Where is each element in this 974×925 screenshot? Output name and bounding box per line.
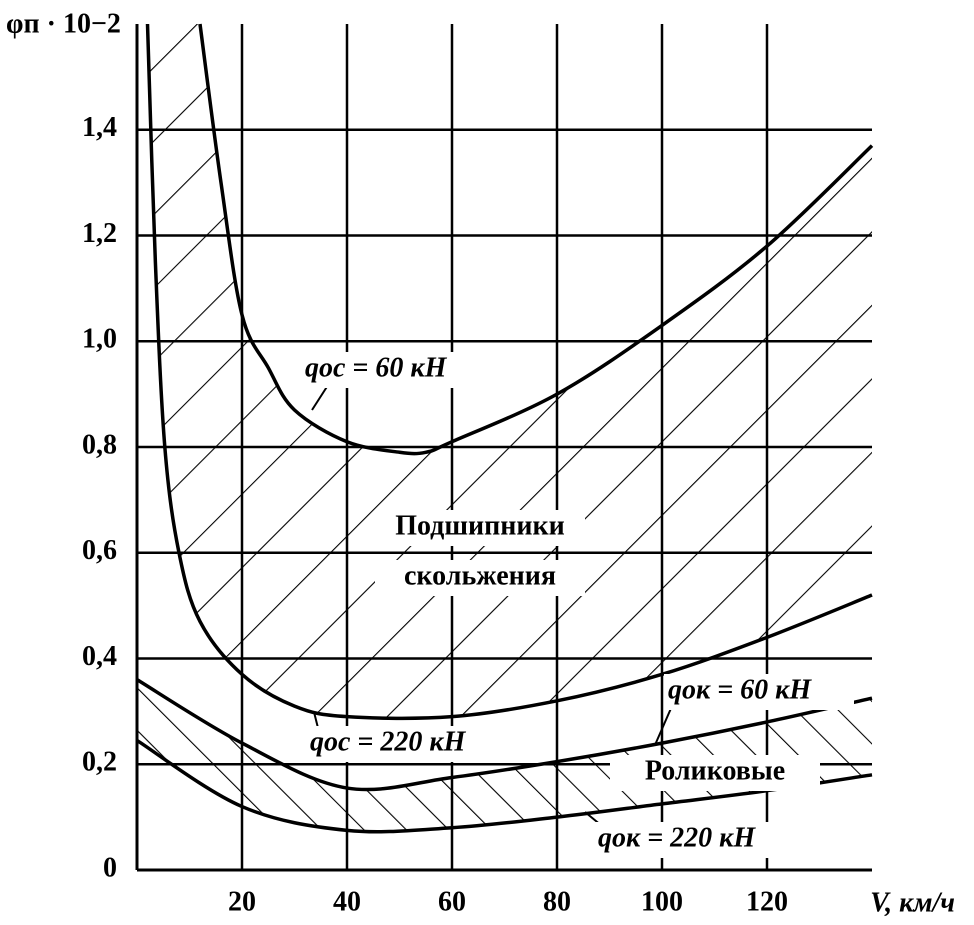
series-label: qок = 220 кН [598, 822, 756, 853]
y-tick-label: 1,0 [82, 324, 117, 355]
label-bg [375, 560, 585, 596]
label-bg [301, 352, 491, 388]
series-label: qос = 60 кН [305, 352, 448, 383]
hatch-region [147, 24, 872, 719]
label-bg [610, 755, 820, 791]
line-series [136, 738, 873, 834]
y-tick-label: 0,2 [82, 747, 117, 778]
annotation: Подшипники [395, 510, 565, 541]
x-tick-label: 80 [543, 886, 571, 917]
series-label: qок = 60 кН [668, 674, 812, 705]
x-tick-label: 20 [228, 886, 256, 917]
annotation: скольжения [404, 560, 556, 591]
hatch-region [137, 679, 872, 832]
line-series [145, 23, 873, 721]
label-bg [306, 726, 496, 762]
x-tick-label: 120 [746, 886, 788, 917]
y-tick-label: 0,8 [82, 429, 117, 460]
label-bg [664, 674, 854, 710]
y-tick-label: 0,6 [82, 535, 117, 566]
leader-line [654, 705, 673, 746]
annotation: Роликовые [645, 755, 785, 786]
y-tick-label: 0 [103, 852, 117, 883]
x-tick-label: 60 [438, 886, 466, 917]
line-series [136, 678, 873, 792]
label-bg [375, 510, 585, 546]
x-tick-label: 40 [333, 886, 361, 917]
series-label: qос = 220 кН [310, 726, 467, 757]
y-tick-label: 1,2 [82, 218, 117, 249]
x-axis-label: V, км/ч [870, 887, 955, 918]
y-tick-label: 1,4 [82, 112, 117, 143]
y-axis-label: φп · 10−2 [6, 8, 121, 39]
y-tick-label: 0,4 [82, 641, 117, 672]
line-series [198, 23, 874, 456]
x-tick-label: 100 [641, 886, 683, 917]
leader-line [313, 711, 319, 729]
label-bg [594, 822, 784, 858]
